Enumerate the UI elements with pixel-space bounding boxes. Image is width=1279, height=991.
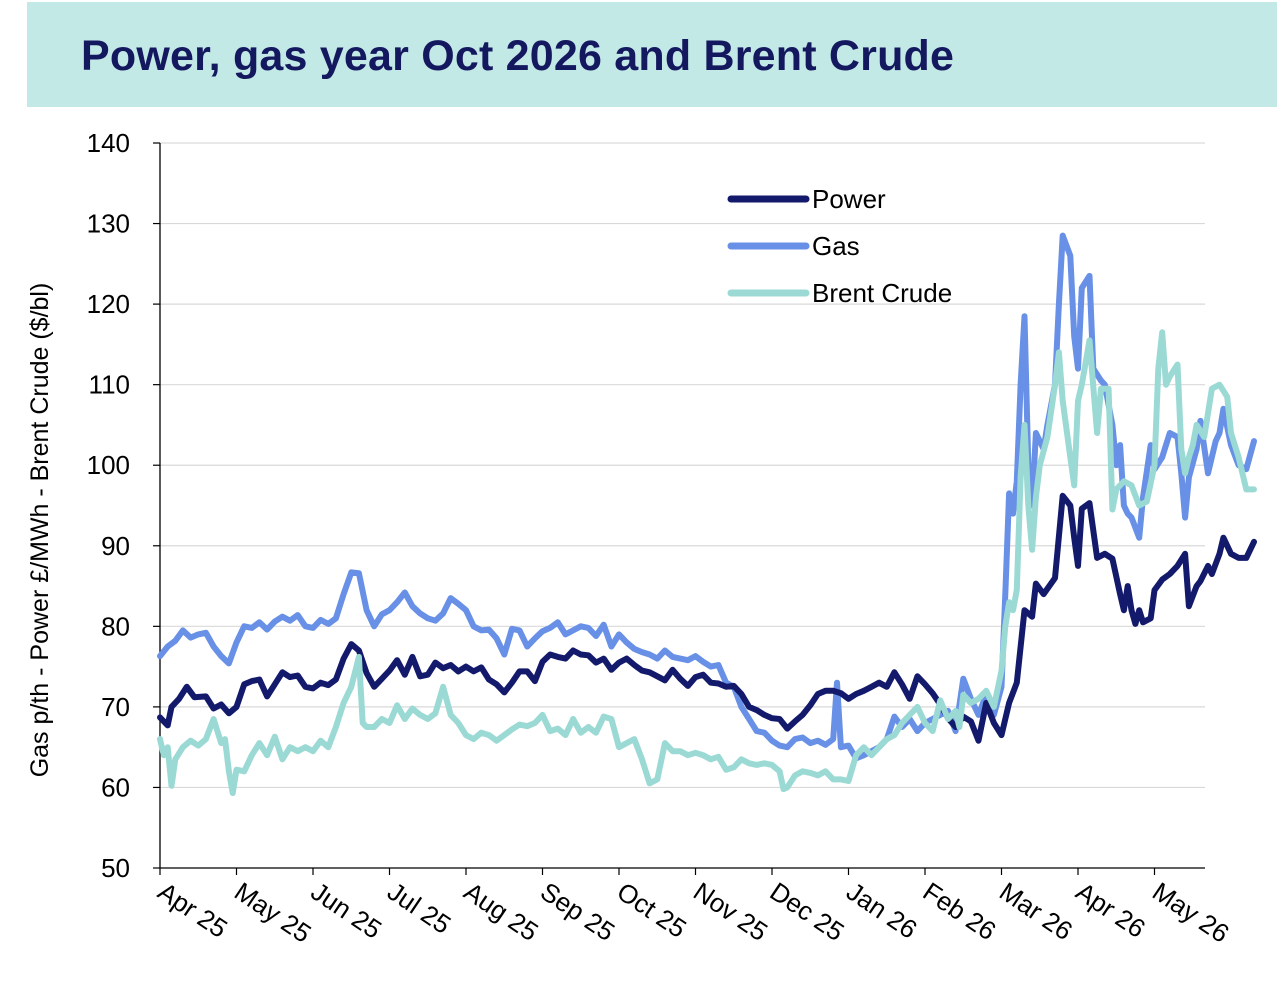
- x-tick-label: Apr 25: [153, 876, 233, 944]
- legend: Power Gas Brent Crude: [727, 184, 952, 308]
- x-tick-label: May 26: [1147, 876, 1234, 949]
- x-tick-label: Jul 25: [382, 876, 456, 940]
- series-line-brent-crude: [157, 329, 1257, 797]
- x-tick-label: Apr 26: [1071, 876, 1151, 944]
- series-line-gas: [157, 232, 1257, 762]
- x-tick-label: Aug 25: [459, 876, 544, 947]
- y-tick-label: 140: [87, 128, 130, 158]
- series-line-power: [157, 492, 1257, 744]
- chart-title: Power, gas year Oct 2026 and Brent Crude: [81, 32, 955, 80]
- y-tick-label: 90: [101, 531, 130, 561]
- legend-label: Power: [812, 184, 886, 214]
- legend-label: Gas: [812, 231, 860, 261]
- y-axis-title: Gas p/th - Power £/MWh - Brent Crude ($/…: [26, 283, 54, 778]
- x-tick-label: Dec 25: [765, 876, 850, 947]
- x-tick-label: Jan 26: [841, 876, 923, 945]
- y-tick-label: 100: [87, 450, 130, 480]
- x-tick-label: Oct 25: [612, 876, 692, 944]
- title-banner: Power, gas year Oct 2026 and Brent Crude: [27, 2, 1277, 107]
- gridlines: [160, 142, 1205, 789]
- x-tick-label: May 25: [229, 876, 316, 949]
- x-tick-label: Sep 25: [535, 876, 620, 947]
- legend-label: Brent Crude: [812, 278, 952, 308]
- y-tick-label: 80: [101, 611, 130, 641]
- y-tick-label: 130: [87, 209, 130, 239]
- y-tick-label: 60: [101, 772, 130, 802]
- series-lines: [157, 232, 1257, 797]
- y-tick-label: 110: [89, 370, 130, 400]
- y-tick-label: 70: [101, 692, 130, 722]
- y-tick-label: 120: [87, 289, 130, 319]
- y-tick-label: 50: [101, 853, 130, 883]
- x-tick-label: Jun 25: [306, 876, 388, 945]
- x-tick-label: Feb 26: [918, 876, 1002, 946]
- x-tick-label: Mar 26: [994, 876, 1078, 946]
- x-tick-label: Nov 25: [688, 876, 773, 947]
